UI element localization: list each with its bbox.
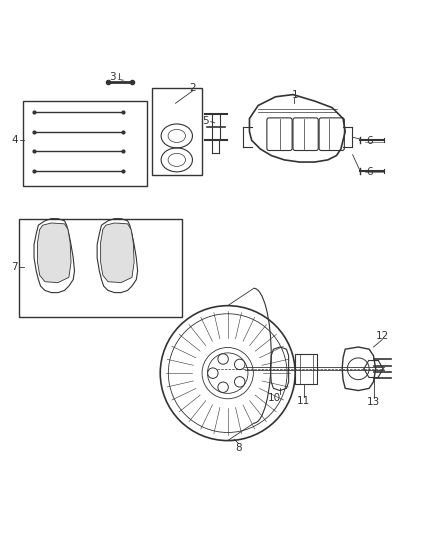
- Bar: [152, 88, 201, 175]
- Bar: [295, 353, 317, 384]
- Text: 5: 5: [203, 116, 209, 126]
- Text: 6: 6: [366, 136, 372, 146]
- Circle shape: [218, 354, 228, 364]
- Text: 1: 1: [292, 90, 298, 100]
- Text: 8: 8: [235, 443, 242, 453]
- Text: 2: 2: [190, 83, 196, 93]
- Text: 10: 10: [268, 393, 281, 403]
- Text: 3: 3: [109, 72, 116, 82]
- Polygon shape: [101, 223, 134, 282]
- Polygon shape: [38, 223, 71, 282]
- Text: 4: 4: [11, 135, 18, 146]
- Circle shape: [208, 368, 218, 378]
- Text: 7: 7: [11, 262, 18, 271]
- Text: 12: 12: [375, 331, 389, 341]
- Text: 11: 11: [297, 397, 311, 407]
- Text: 13: 13: [367, 397, 380, 407]
- Circle shape: [234, 359, 245, 369]
- Circle shape: [218, 382, 228, 392]
- Text: 6: 6: [366, 167, 372, 176]
- Circle shape: [234, 377, 245, 387]
- Bar: [23, 101, 147, 186]
- Bar: [19, 219, 182, 317]
